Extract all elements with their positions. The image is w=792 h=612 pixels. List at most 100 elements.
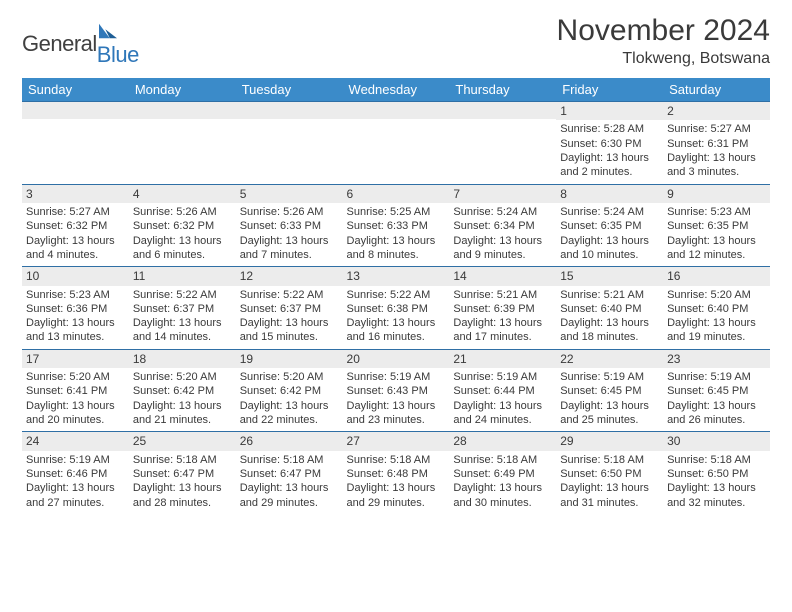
daylight-text: Daylight: 13 hours and 30 minutes. [453,481,552,510]
day-body: Sunrise: 5:22 AMSunset: 6:37 PMDaylight:… [236,286,343,349]
day-body: Sunrise: 5:24 AMSunset: 6:34 PMDaylight:… [449,203,556,266]
calendar-day-cell: 11Sunrise: 5:22 AMSunset: 6:37 PMDayligh… [129,267,236,350]
sunset-text: Sunset: 6:49 PM [453,467,552,481]
daylight-text: Daylight: 13 hours and 29 minutes. [347,481,446,510]
sunset-text: Sunset: 6:42 PM [240,384,339,398]
calendar-day-cell: 21Sunrise: 5:19 AMSunset: 6:44 PMDayligh… [449,349,556,432]
day-body: Sunrise: 5:18 AMSunset: 6:50 PMDaylight:… [556,451,663,514]
sunset-text: Sunset: 6:45 PM [560,384,659,398]
sunrise-text: Sunrise: 5:22 AM [133,288,232,302]
sunrise-text: Sunrise: 5:19 AM [347,370,446,384]
sunset-text: Sunset: 6:42 PM [133,384,232,398]
weekday-header: Friday [556,78,663,102]
sunset-text: Sunset: 6:37 PM [133,302,232,316]
day-body: Sunrise: 5:27 AMSunset: 6:31 PMDaylight:… [663,120,770,183]
day-body: Sunrise: 5:18 AMSunset: 6:47 PMDaylight:… [129,451,236,514]
daylight-text: Daylight: 13 hours and 19 minutes. [667,316,766,345]
day-number: 3 [22,185,129,203]
daylight-text: Daylight: 13 hours and 18 minutes. [560,316,659,345]
sunrise-text: Sunrise: 5:20 AM [133,370,232,384]
sunset-text: Sunset: 6:47 PM [133,467,232,481]
calendar-day-cell: 17Sunrise: 5:20 AMSunset: 6:41 PMDayligh… [22,349,129,432]
calendar-day-cell: 6Sunrise: 5:25 AMSunset: 6:33 PMDaylight… [343,184,450,267]
day-number: 11 [129,267,236,285]
sunset-text: Sunset: 6:39 PM [453,302,552,316]
day-number [129,102,236,119]
calendar-day-cell: 15Sunrise: 5:21 AMSunset: 6:40 PMDayligh… [556,267,663,350]
calendar-day-cell [343,102,450,185]
daylight-text: Daylight: 13 hours and 23 minutes. [347,399,446,428]
sunset-text: Sunset: 6:44 PM [453,384,552,398]
day-body: Sunrise: 5:20 AMSunset: 6:41 PMDaylight:… [22,368,129,431]
sunrise-text: Sunrise: 5:19 AM [667,370,766,384]
day-number: 20 [343,350,450,368]
day-body: Sunrise: 5:18 AMSunset: 6:47 PMDaylight:… [236,451,343,514]
sunset-text: Sunset: 6:50 PM [560,467,659,481]
calendar-day-cell: 4Sunrise: 5:26 AMSunset: 6:32 PMDaylight… [129,184,236,267]
calendar-day-cell: 1Sunrise: 5:28 AMSunset: 6:30 PMDaylight… [556,102,663,185]
day-body [129,119,236,179]
day-body: Sunrise: 5:19 AMSunset: 6:45 PMDaylight:… [556,368,663,431]
page-header: General Blue November 2024 Tlokweng, Bot… [22,14,770,68]
day-body: Sunrise: 5:19 AMSunset: 6:46 PMDaylight:… [22,451,129,514]
sunrise-text: Sunrise: 5:21 AM [453,288,552,302]
sunrise-text: Sunrise: 5:18 AM [347,453,446,467]
calendar-day-cell: 26Sunrise: 5:18 AMSunset: 6:47 PMDayligh… [236,432,343,514]
day-number: 22 [556,350,663,368]
sunset-text: Sunset: 6:38 PM [347,302,446,316]
day-number: 13 [343,267,450,285]
sunrise-text: Sunrise: 5:23 AM [667,205,766,219]
calendar-page: General Blue November 2024 Tlokweng, Bot… [0,0,792,522]
day-number: 23 [663,350,770,368]
sunset-text: Sunset: 6:34 PM [453,219,552,233]
sunset-text: Sunset: 6:45 PM [667,384,766,398]
sunset-text: Sunset: 6:32 PM [133,219,232,233]
day-body: Sunrise: 5:21 AMSunset: 6:39 PMDaylight:… [449,286,556,349]
day-body: Sunrise: 5:24 AMSunset: 6:35 PMDaylight:… [556,203,663,266]
sunset-text: Sunset: 6:50 PM [667,467,766,481]
day-number: 18 [129,350,236,368]
daylight-text: Daylight: 13 hours and 7 minutes. [240,234,339,263]
sunset-text: Sunset: 6:35 PM [560,219,659,233]
daylight-text: Daylight: 13 hours and 26 minutes. [667,399,766,428]
daylight-text: Daylight: 13 hours and 21 minutes. [133,399,232,428]
day-body: Sunrise: 5:23 AMSunset: 6:35 PMDaylight:… [663,203,770,266]
sunset-text: Sunset: 6:46 PM [26,467,125,481]
sunrise-text: Sunrise: 5:22 AM [240,288,339,302]
sunrise-text: Sunrise: 5:18 AM [240,453,339,467]
calendar-day-cell: 24Sunrise: 5:19 AMSunset: 6:46 PMDayligh… [22,432,129,514]
sunrise-text: Sunrise: 5:24 AM [560,205,659,219]
day-number: 15 [556,267,663,285]
sunset-text: Sunset: 6:40 PM [667,302,766,316]
calendar-day-cell: 10Sunrise: 5:23 AMSunset: 6:36 PMDayligh… [22,267,129,350]
daylight-text: Daylight: 13 hours and 10 minutes. [560,234,659,263]
daylight-text: Daylight: 13 hours and 16 minutes. [347,316,446,345]
day-number [449,102,556,119]
day-body: Sunrise: 5:18 AMSunset: 6:48 PMDaylight:… [343,451,450,514]
day-body: Sunrise: 5:28 AMSunset: 6:30 PMDaylight:… [556,120,663,183]
day-number: 1 [556,102,663,120]
daylight-text: Daylight: 13 hours and 20 minutes. [26,399,125,428]
day-number: 21 [449,350,556,368]
day-number: 2 [663,102,770,120]
day-number: 27 [343,432,450,450]
calendar-day-cell: 28Sunrise: 5:18 AMSunset: 6:49 PMDayligh… [449,432,556,514]
calendar-day-cell: 8Sunrise: 5:24 AMSunset: 6:35 PMDaylight… [556,184,663,267]
day-body: Sunrise: 5:23 AMSunset: 6:36 PMDaylight:… [22,286,129,349]
sunrise-text: Sunrise: 5:28 AM [560,122,659,136]
daylight-text: Daylight: 13 hours and 29 minutes. [240,481,339,510]
sunrise-text: Sunrise: 5:22 AM [347,288,446,302]
sunrise-text: Sunrise: 5:26 AM [240,205,339,219]
daylight-text: Daylight: 13 hours and 28 minutes. [133,481,232,510]
day-body [22,119,129,179]
sunrise-text: Sunrise: 5:27 AM [26,205,125,219]
daylight-text: Daylight: 13 hours and 24 minutes. [453,399,552,428]
calendar-day-cell: 18 Sunrise: 5:20 AMSunset: 6:42 PMDayligh… [129,349,236,432]
sail-icon [97,22,119,40]
sunrise-text: Sunrise: 5:19 AM [560,370,659,384]
brand-word-2: Blue [97,42,139,68]
day-number: 5 [236,185,343,203]
calendar-day-cell: 30Sunrise: 5:18 AMSunset: 6:50 PMDayligh… [663,432,770,514]
sunrise-text: Sunrise: 5:18 AM [133,453,232,467]
day-number [343,102,450,119]
